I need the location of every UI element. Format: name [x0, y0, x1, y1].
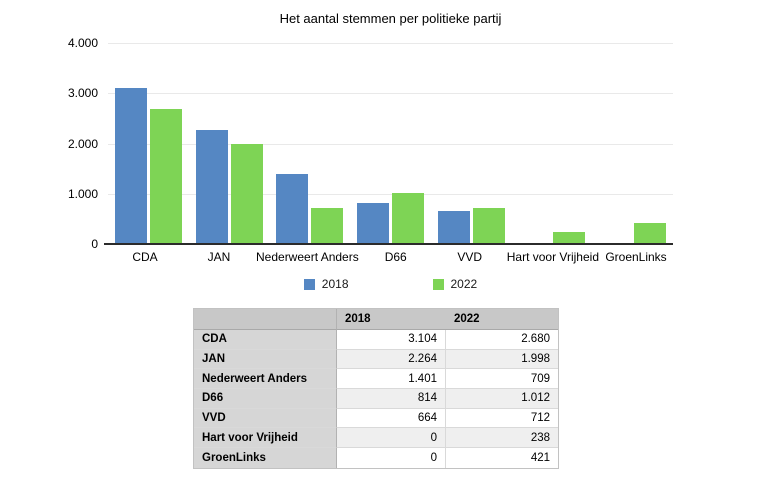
bar-2022-d66	[392, 193, 425, 244]
table-header-2022[interactable]: 2022	[446, 309, 558, 330]
table-cell-2022-hart-voor-vrijheid[interactable]: 238	[446, 428, 558, 449]
y-tick-label: 4.000	[67, 36, 98, 50]
legend-item-2022: 2022	[432, 277, 478, 291]
x-tick-label-vvd: VVD	[457, 250, 483, 264]
x-axis-line	[104, 243, 673, 245]
legend-swatch-2018	[303, 278, 315, 290]
chart-title: Het aantal stemmen per politieke partij	[279, 11, 502, 26]
table-rowlabel-groenlinks[interactable]: GroenLinks	[194, 448, 337, 468]
table-cell-2018-hart-voor-vrijheid[interactable]: 0	[337, 428, 446, 449]
bar-2018-d66	[357, 203, 390, 244]
table-cell-2018-d66[interactable]: 814	[337, 389, 446, 409]
bar-group-nederweert-anders	[269, 43, 350, 244]
table-cell-2018-cda[interactable]: 3.104	[337, 330, 446, 350]
bar-group-jan	[189, 43, 270, 244]
y-tick-label: 1.000	[67, 186, 98, 201]
table-cell-2018-jan[interactable]: 2.264	[337, 349, 446, 370]
chart-legend: 2018 2022	[108, 277, 673, 291]
bar-2018-nederweert-anders	[276, 173, 309, 244]
table-cell-2018-nederweert-anders[interactable]: 1.401	[337, 369, 446, 390]
table-cell-2022-d66[interactable]: 1.012	[446, 389, 558, 409]
bar-2018-jan	[195, 130, 228, 244]
gridline	[108, 43, 673, 44]
bar-group-d66	[350, 43, 431, 244]
bar-2022-jan	[230, 143, 263, 244]
bar-2022-groenlinks	[634, 222, 667, 244]
x-tick-label-groenlinks: GroenLinks	[605, 250, 667, 264]
x-tick-label-d66: D66	[384, 250, 407, 264]
x-tick-label-hart-voor-vrijheid: Hart voor Vrijheid	[506, 250, 599, 264]
table-rowlabel-hart-voor-vrijheid[interactable]: Hart voor Vrijheid	[194, 428, 337, 449]
table-cell-2018-vvd[interactable]: 664	[337, 408, 446, 429]
legend-item-2018: 2018	[303, 277, 349, 291]
gridline	[108, 193, 673, 195]
legend-label-2022: 2022	[450, 277, 478, 291]
table-cell-2022-groenlinks[interactable]: 421	[446, 448, 558, 468]
legend-label-2018: 2018	[321, 277, 349, 291]
bar-2022-cda	[149, 109, 182, 244]
table-cell-2022-vvd[interactable]: 712	[446, 408, 558, 429]
table-rowlabel-d66[interactable]: D66	[194, 389, 337, 409]
bar-group-groenlinks	[592, 43, 673, 244]
table-cell-2022-nederweert-anders[interactable]: 709	[446, 369, 558, 390]
bar-group-hart-voor-vrijheid	[512, 43, 593, 244]
x-tick-label-jan: JAN	[207, 250, 231, 264]
bar-groups	[108, 43, 673, 244]
votes-table: 2018 2022 CDA 3.104 2.680 JAN 2.264 1.998 Nederw…	[193, 308, 559, 469]
table-rowlabel-vvd[interactable]: VVD	[194, 408, 337, 429]
table-cell-2018-groenlinks[interactable]: 0	[337, 448, 446, 468]
bar-group-vvd	[431, 43, 512, 244]
bar-group-cda	[108, 43, 189, 244]
y-tick-label: 2.000	[67, 136, 98, 151]
y-tick-label: 0	[91, 237, 98, 251]
x-tick-label-nederweert-anders: Nederweert Anders	[256, 250, 359, 264]
plot-area	[104, 43, 673, 245]
y-axis: 0 1.000 2.000 3.000 4.000	[30, 0, 98, 260]
y-tick-label: 3.000	[67, 86, 98, 101]
table-rowlabel-nederweert-anders[interactable]: Nederweert Anders	[194, 369, 337, 390]
table-header-2018[interactable]: 2018	[337, 309, 446, 330]
bar-2022-nederweert-anders	[311, 208, 344, 244]
table-rowlabel-jan[interactable]: JAN	[194, 349, 337, 370]
bar-2018-vvd	[437, 210, 470, 244]
table-header-corner[interactable]	[194, 309, 337, 330]
table-cell-2022-jan[interactable]: 1.998	[446, 349, 558, 370]
x-tick-label-cda: CDA	[132, 250, 158, 264]
x-axis: CDA JAN Nederweert Anders D66 VVD Hart voor V…	[108, 250, 673, 264]
table-rowlabel-cda[interactable]: CDA	[194, 330, 337, 350]
table-cell-2022-cda[interactable]: 2.680	[446, 330, 558, 350]
bar-2018-cda	[114, 88, 147, 244]
bar-2022-vvd	[472, 208, 505, 244]
bar-2022-hart-voor-vrijheid	[553, 232, 586, 244]
gridline	[108, 143, 673, 145]
legend-swatch-2022	[432, 278, 444, 290]
gridline	[108, 93, 673, 95]
